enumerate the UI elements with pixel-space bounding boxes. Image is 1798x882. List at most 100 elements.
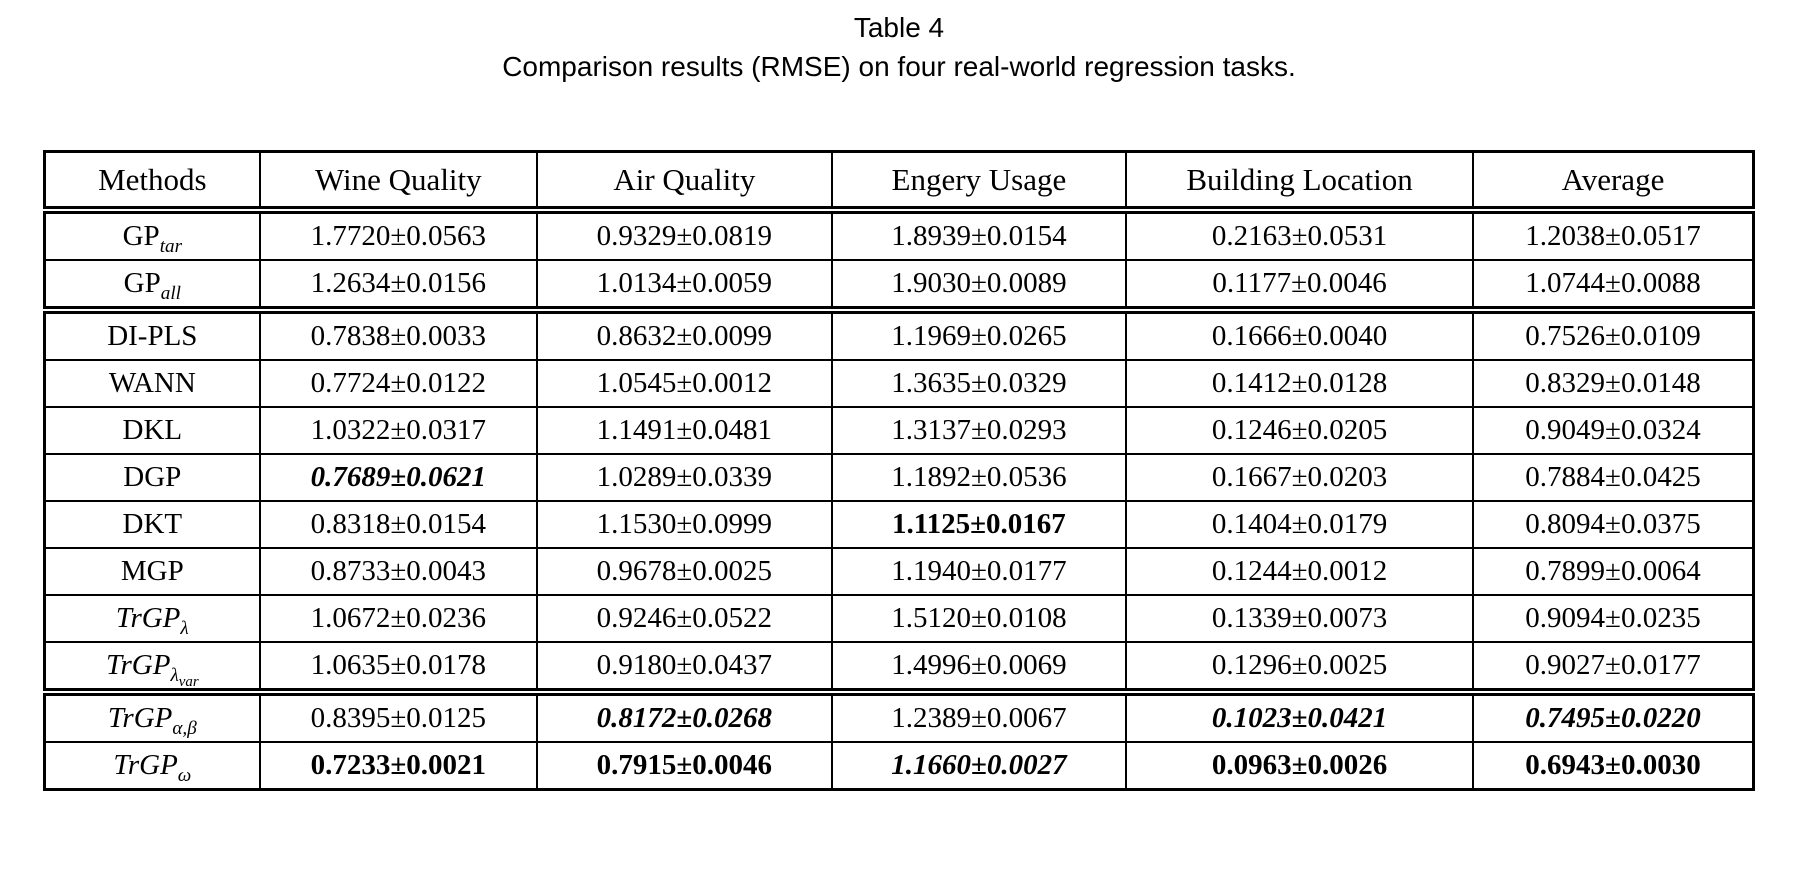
group-gp-baselines: GPtar 1.7720±0.0563 0.9329±0.0819 1.8939±0.… [43, 209, 1755, 311]
method-name: TrGP [113, 749, 178, 781]
method-subscript: all [160, 282, 181, 304]
table-header: Methods Wine Quality Air Quality Engery … [43, 150, 1755, 211]
method-name: TrGP [107, 702, 173, 734]
method-name: GP [123, 267, 161, 299]
value-cell: 0.1412±0.0128 [1125, 359, 1474, 408]
method-subscript: α,β [172, 717, 197, 739]
value-cell: 0.9094±0.0235 [1471, 594, 1755, 643]
method-cell: TrGPλvar [43, 641, 261, 693]
value-cell: 0.1023±0.0421 [1125, 691, 1474, 743]
value-cell: 0.8172±0.0268 [536, 691, 833, 743]
method-name: DI-PLS [107, 320, 198, 352]
value-cell: 1.3635±0.0329 [830, 359, 1128, 408]
method-cell: DI-PLS [43, 309, 261, 361]
method-name: DGP [123, 461, 182, 493]
value-cell: 0.1666±0.0040 [1125, 309, 1474, 361]
value-cell: 1.0635±0.0178 [258, 641, 539, 693]
method-cell: GPtar [43, 209, 261, 261]
table-row: GPall 1.2634±0.0156 1.0134±0.0059 1.9030±0.… [43, 259, 1755, 311]
method-name: GP [122, 220, 160, 252]
value-cell: 0.8318±0.0154 [258, 500, 539, 549]
value-cell: 0.8094±0.0375 [1471, 500, 1755, 549]
column-header-building-location: Building Location [1125, 150, 1474, 211]
value-cell: 0.1667±0.0203 [1125, 453, 1474, 502]
column-header-engery-usage: Engery Usage [830, 150, 1128, 211]
column-header-methods: Methods [43, 150, 261, 211]
value-cell: 1.1969±0.0265 [830, 309, 1128, 361]
method-subscript: tar [159, 235, 183, 257]
value-cell: 1.1892±0.0536 [830, 453, 1128, 502]
method-subsubscript: var [178, 673, 199, 690]
method-cell: DKL [43, 406, 261, 455]
value-cell: 0.8395±0.0125 [258, 691, 539, 743]
column-header-average: Average [1471, 150, 1755, 211]
value-cell: 1.1125±0.0167 [830, 500, 1128, 549]
method-subscript: λvar [170, 664, 199, 690]
value-cell: 0.9180±0.0437 [536, 641, 833, 693]
table-row: TrGPλvar 1.0635±0.0178 0.9180±0.0437 1.4996… [43, 641, 1755, 693]
value-cell: 1.1530±0.0999 [536, 500, 833, 549]
method-name: DKT [122, 508, 183, 540]
value-cell: 1.2634±0.0156 [258, 259, 539, 311]
value-cell: 0.1244±0.0012 [1125, 547, 1474, 596]
value-cell: 1.0545±0.0012 [536, 359, 833, 408]
table-row: MGP 0.8733±0.0043 0.9678±0.0025 1.1940±0.01… [43, 547, 1755, 596]
value-cell: 0.9329±0.0819 [536, 209, 833, 261]
value-cell: 0.1246±0.0205 [1125, 406, 1474, 455]
method-name: DKL [122, 414, 183, 446]
value-cell: 0.7838±0.0033 [258, 309, 539, 361]
column-header-wine-quality: Wine Quality [258, 150, 539, 211]
value-cell: 1.0744±0.0088 [1471, 259, 1755, 311]
value-cell: 0.1339±0.0073 [1125, 594, 1474, 643]
value-cell: 1.3137±0.0293 [830, 406, 1128, 455]
value-cell: 1.9030±0.0089 [830, 259, 1128, 311]
method-subscript: ω [177, 764, 192, 786]
method-name: TrGP [105, 649, 171, 681]
table-row: DGP 0.7689±0.0621 1.0289±0.0339 1.1892±0.05… [43, 453, 1755, 502]
method-cell: TrGPω [43, 741, 261, 791]
value-cell: 1.1940±0.0177 [830, 547, 1128, 596]
value-cell: 0.7526±0.0109 [1471, 309, 1755, 361]
results-table: Methods Wine Quality Air Quality Engery … [43, 150, 1755, 791]
value-cell: 0.7915±0.0046 [536, 741, 833, 791]
table-row: TrGPα,β 0.8395±0.0125 0.8172±0.0268 1.2389±… [43, 691, 1755, 743]
value-cell: 1.1660±0.0027 [830, 741, 1128, 791]
value-cell: 0.7724±0.0122 [258, 359, 539, 408]
value-cell: 0.9678±0.0025 [536, 547, 833, 596]
value-cell: 0.0963±0.0026 [1125, 741, 1474, 791]
table-number: Table 4 [853, 12, 945, 43]
value-cell: 1.4996±0.0069 [830, 641, 1128, 693]
method-name: WANN [108, 367, 196, 399]
value-cell: 1.5120±0.0108 [830, 594, 1128, 643]
table-caption: Table 4 Comparison results (RMSE) on fou… [0, 0, 1798, 84]
value-cell: 0.7899±0.0064 [1471, 547, 1755, 596]
value-cell: 0.2163±0.0531 [1125, 209, 1474, 261]
value-cell: 1.0672±0.0236 [258, 594, 539, 643]
value-cell: 1.2389±0.0067 [830, 691, 1128, 743]
value-cell: 1.2038±0.0517 [1471, 209, 1755, 261]
value-cell: 0.7233±0.0021 [258, 741, 539, 791]
value-cell: 0.1296±0.0025 [1125, 641, 1474, 693]
value-cell: 0.1404±0.0179 [1125, 500, 1474, 549]
method-cell: TrGPα,β [43, 691, 261, 743]
value-cell: 0.6943±0.0030 [1471, 741, 1755, 791]
value-cell: 0.9027±0.0177 [1471, 641, 1755, 693]
value-cell: 1.0322±0.0317 [258, 406, 539, 455]
method-subscript: λ [180, 617, 189, 639]
value-cell: 1.7720±0.0563 [258, 209, 539, 261]
table-row: DKL 1.0322±0.0317 1.1491±0.0481 1.3137±0.02… [43, 406, 1755, 455]
method-cell: DKT [43, 500, 261, 549]
header-row: Methods Wine Quality Air Quality Engery … [43, 150, 1755, 211]
value-cell: 0.8329±0.0148 [1471, 359, 1755, 408]
value-cell: 0.8632±0.0099 [536, 309, 833, 361]
value-cell: 0.7689±0.0621 [258, 453, 539, 502]
value-cell: 0.9246±0.0522 [536, 594, 833, 643]
table-row: TrGPω 0.7233±0.0021 0.7915±0.0046 1.1660±0.… [43, 741, 1755, 791]
table-row: WANN 0.7724±0.0122 1.0545±0.0012 1.3635±0.0… [43, 359, 1755, 408]
method-cell: DGP [43, 453, 261, 502]
table-row: TrGPλ 1.0672±0.0236 0.9246±0.0522 1.5120±0.… [43, 594, 1755, 643]
group-proposed-methods: TrGPα,β 0.8395±0.0125 0.8172±0.0268 1.2389±… [43, 691, 1755, 791]
group-comparison-methods: DI-PLS 0.7838±0.0033 0.8632±0.0099 1.1969±0… [43, 309, 1755, 693]
value-cell: 1.1491±0.0481 [536, 406, 833, 455]
